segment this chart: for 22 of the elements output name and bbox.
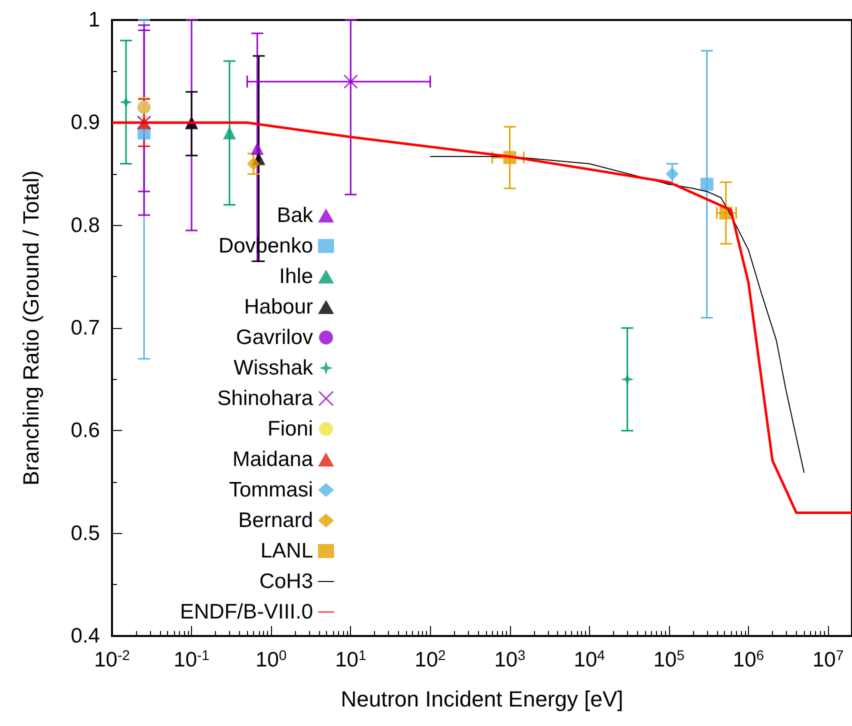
legend-label: CoH3: [259, 570, 314, 593]
legend-label: Wisshak: [234, 356, 314, 380]
legend-label: Maidana: [232, 448, 314, 471]
legend-label: Habour: [244, 296, 314, 318]
legend-label: Shinohara: [217, 387, 314, 410]
y-tick-label: 1: [88, 8, 100, 32]
y-tick-label: 0.5: [70, 522, 100, 545]
y-axis-title: Branching Ratio (Ground / Total): [18, 170, 44, 486]
legend-label: Bak: [276, 204, 314, 227]
y-tick-label: 0.4: [70, 624, 100, 648]
legend-label: Ihle: [279, 265, 314, 288]
x-axis-title: Neutron Incident Energy [eV]: [340, 686, 624, 712]
legend-label: Gavrilov: [236, 326, 314, 349]
legend-label: Tommasi: [229, 478, 314, 502]
legend-label: ENDF/B-VIII.0: [180, 600, 314, 624]
y-tick-label: 0.9: [70, 111, 100, 134]
y-tick-label: 0.6: [70, 419, 100, 442]
y-tick-label: 0.7: [70, 316, 100, 340]
legend-label: Bernard: [238, 509, 314, 532]
legend-label: Fioni: [267, 418, 314, 440]
legend-label: LANL: [260, 540, 314, 562]
y-tick-label: 0.8: [70, 214, 100, 237]
